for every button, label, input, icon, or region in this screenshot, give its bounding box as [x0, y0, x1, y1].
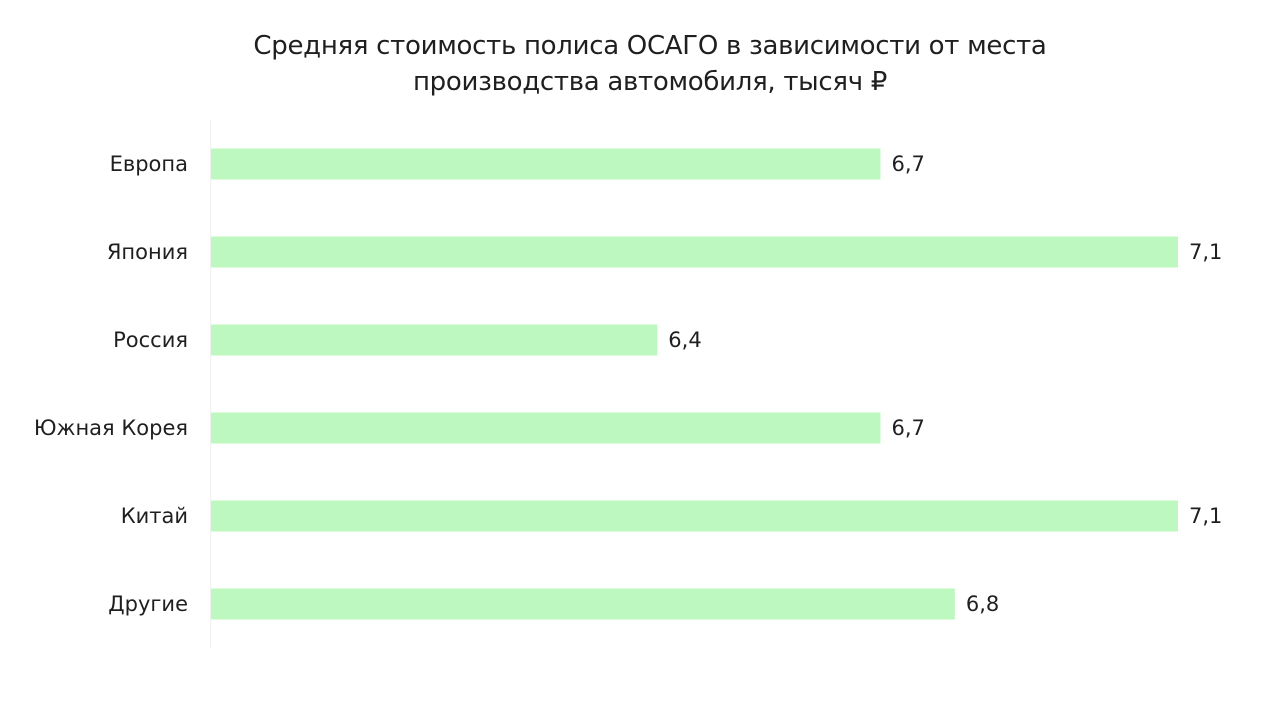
bar	[211, 148, 881, 180]
category-label: Европа	[110, 152, 188, 176]
value-label: 6,7	[891, 152, 924, 176]
value-label: 6,7	[891, 416, 924, 440]
value-labels-group: 6,7 7,1 6,4 6,7 7,1 6,8	[668, 152, 1222, 616]
chart-title-line-1: Средняя стоимость полиса ОСАГО в зависим…	[253, 31, 1047, 61]
value-label: 6,4	[668, 328, 701, 352]
bar	[211, 500, 1178, 532]
bars-group	[211, 148, 1178, 620]
category-labels-group: Европа Япония Россия Южная Корея Китай Другие	[34, 152, 188, 616]
category-label: Япония	[107, 240, 188, 264]
bar	[211, 588, 955, 620]
bar	[211, 412, 881, 444]
category-label: Южная Корея	[34, 416, 188, 440]
value-label: 7,1	[1189, 240, 1222, 264]
category-label: Другие	[108, 592, 188, 616]
category-label: Россия	[113, 328, 188, 352]
bar	[211, 324, 658, 356]
chart-title-line-2: производства автомобиля, тысяч ₽	[412, 67, 888, 97]
category-label: Китай	[121, 504, 188, 528]
value-label: 7,1	[1189, 504, 1222, 528]
value-label: 6,8	[966, 592, 999, 616]
chart-title: Средняя стоимость полиса ОСАГО в зависим…	[0, 28, 1280, 100]
bar	[211, 236, 1178, 268]
